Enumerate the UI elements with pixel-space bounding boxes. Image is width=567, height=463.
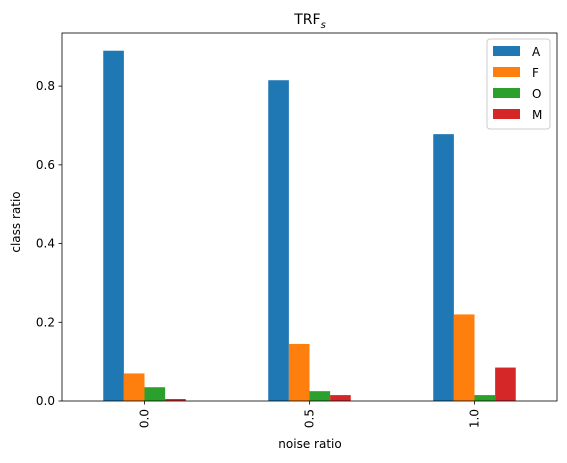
y-tick-label: 0.8 xyxy=(36,79,55,93)
x-tick-label: 0.5 xyxy=(303,409,317,428)
bar-m-0-0 xyxy=(165,399,186,401)
bar-a-1-0 xyxy=(433,134,454,401)
chart-title-main: TRF xyxy=(293,12,320,28)
legend-swatch-o xyxy=(493,88,520,98)
legend-label-f: F xyxy=(532,66,539,80)
bar-o-1-0 xyxy=(474,395,496,401)
bar-o-0-5 xyxy=(309,391,331,401)
y-tick-label: 0.2 xyxy=(36,315,55,329)
y-tick-label: 0.4 xyxy=(36,237,55,251)
x-tick-label: 0.0 xyxy=(138,409,152,428)
legend-label-o: O xyxy=(532,87,541,101)
legend-label-m: M xyxy=(532,108,542,122)
legend-swatch-f xyxy=(493,67,520,77)
axes-group: 0.0 0.2 0.4 0.6 0.8 0.0 0.5 1.0 xyxy=(36,32,558,428)
chart-title-subscript: s xyxy=(321,20,326,31)
bar-a-0-5 xyxy=(268,80,289,401)
x-axis-label: noise ratio xyxy=(278,437,341,451)
bar-f-0-5 xyxy=(288,343,310,401)
chart-title: TRFs xyxy=(293,12,326,31)
y-axis-label: class ratio xyxy=(9,191,23,252)
legend-label-a: A xyxy=(532,45,541,59)
legend-swatch-m xyxy=(493,109,520,119)
bar-m-0-5 xyxy=(330,395,351,401)
y-tick-label: 0.6 xyxy=(36,158,55,172)
legend-swatch-a xyxy=(493,46,520,56)
bar-a-0-0 xyxy=(103,50,124,402)
x-tick-label: 1.0 xyxy=(468,409,482,428)
bar-f-0-0 xyxy=(123,373,145,401)
y-tick-label: 0.0 xyxy=(36,394,55,408)
bars-group xyxy=(103,50,516,402)
bar-o-0-0 xyxy=(144,387,166,401)
bar-m-1-0 xyxy=(495,367,516,401)
bar-f-1-0 xyxy=(453,314,475,401)
legend-box xyxy=(486,38,551,130)
